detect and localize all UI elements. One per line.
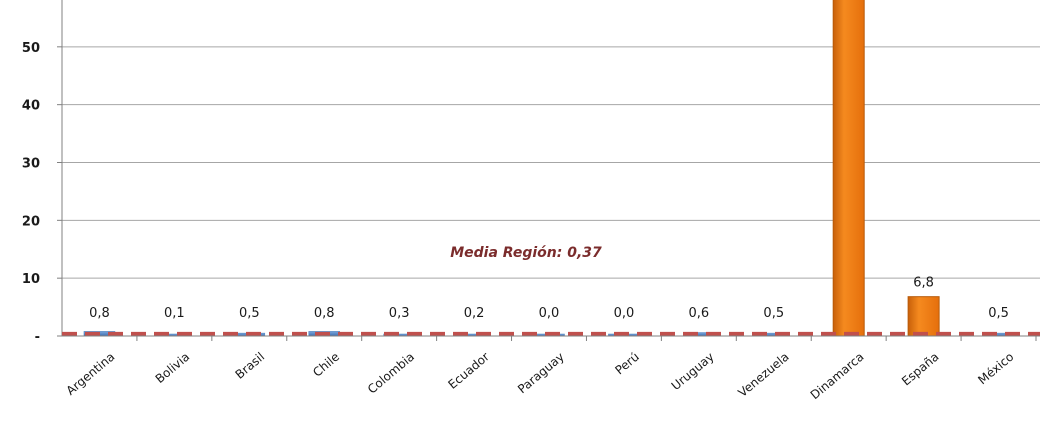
data-label: 0,1 <box>164 306 185 321</box>
data-label: 0,3 <box>389 306 410 321</box>
x-category-label: Uruguay <box>669 350 717 394</box>
bar <box>907 296 940 337</box>
y-tick-label: 40 <box>22 99 40 114</box>
y-tick-label: 20 <box>22 214 40 229</box>
data-label: 0,5 <box>988 306 1009 321</box>
x-category-label: México <box>975 350 1016 388</box>
x-category-label: Brasil <box>233 350 268 382</box>
bars <box>83 0 1015 337</box>
data-label: 0,5 <box>239 306 260 321</box>
x-category-label: Ecuador <box>445 350 492 392</box>
x-category-label: Perú <box>612 350 641 378</box>
x-category-label: Chile <box>310 350 342 380</box>
data-label: 0,0 <box>614 306 635 321</box>
data-label: 0,8 <box>89 306 110 321</box>
y-tick-label: 50 <box>22 41 40 56</box>
x-category-label: Paraguay <box>515 350 567 397</box>
data-labels: 0,8 0,1 0,5 0,8 0,3 0,2 0,0 0,0 0,6 0,5 6,8 0,5 <box>89 276 1009 321</box>
x-category-label: Argentina <box>64 350 118 398</box>
y-tick-label: 30 <box>22 157 40 172</box>
y-tick-label: - <box>35 330 40 345</box>
reference-line-group: Media Región: 0,37 <box>62 245 1040 336</box>
bar <box>832 0 865 337</box>
data-label: 6,8 <box>913 276 934 291</box>
x-category-label: España <box>899 350 942 389</box>
x-category-label: Venezuela <box>735 350 791 400</box>
data-label: 0,2 <box>464 306 485 321</box>
data-label: 0,0 <box>539 306 560 321</box>
data-label: 0,5 <box>763 306 784 321</box>
y-axis: -102030405060 <box>22 0 63 345</box>
y-tick-label: 10 <box>22 272 40 287</box>
x-axis: Argentina Bolivia Brasil Chile Colombia Ecuad… <box>62 335 1040 403</box>
x-category-label: Dinamarca <box>808 350 867 403</box>
x-category-label: Bolivia <box>153 350 193 386</box>
gridlines <box>62 46 1040 279</box>
data-label: 0,8 <box>314 306 335 321</box>
x-category-label: Colombia <box>365 350 417 397</box>
data-label: 0,6 <box>689 306 710 321</box>
reference-line-label: Media Región: 0,37 <box>450 245 602 261</box>
